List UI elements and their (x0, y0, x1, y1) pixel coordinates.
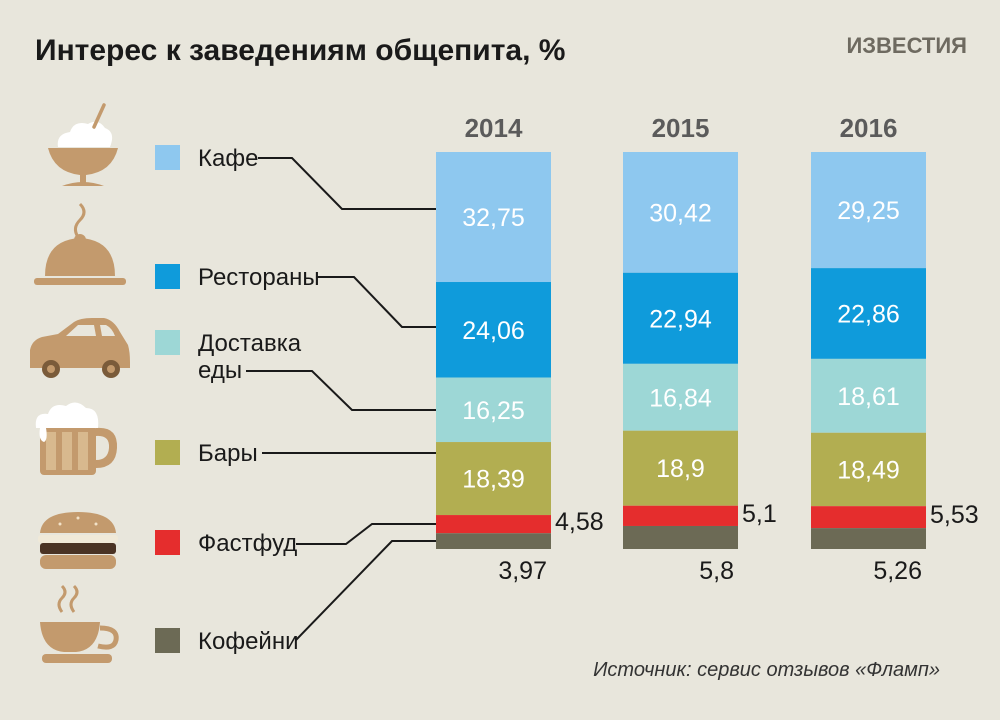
legend-label-restaurants: Рестораны (198, 264, 320, 291)
bar-segment-2016-3 (811, 432, 926, 507)
burger-icon (38, 512, 118, 569)
legend-swatch-delivery (155, 330, 180, 355)
brand-logo: ИЗВЕСТИЯ (846, 33, 967, 58)
bars-layer: 2014 32,75 24,06 16,25 18,39 4,58 3,97 2015 30,4… (436, 113, 979, 585)
legend-swatch-restaurants (155, 264, 180, 289)
bar-segment-2014-4 (436, 515, 551, 534)
cloche-icon (34, 202, 126, 285)
bar-segment-2015-2 (623, 363, 738, 431)
leader-line-restaurants (316, 276, 436, 328)
bar-segment-2014-1 (436, 282, 551, 378)
bar-segment-2014-0 (436, 152, 551, 283)
data-label-2014-1: 24,06 (462, 317, 525, 345)
data-label-2014-4: 4,58 (555, 508, 604, 536)
legend: Кафе Рестораны Доставка еды Бары Фастфуд… (155, 145, 320, 655)
legend-item-bars: Бары (155, 440, 258, 467)
bar-segment-2014-2 (436, 377, 551, 443)
chart-title: Интерес к заведениям общепита, % (35, 34, 565, 67)
beer-mug-icon (35, 402, 118, 475)
data-label-2014-3: 18,39 (462, 466, 525, 494)
bar-segment-2014-5 (436, 533, 551, 549)
legend-item-restaurants: Рестораны (155, 264, 320, 291)
data-label-2016-1: 22,86 (837, 300, 900, 328)
data-label-2016-3: 18,49 (837, 456, 900, 484)
data-label-2016-0: 29,25 (837, 197, 900, 225)
legend-swatch-coffee (155, 628, 180, 653)
legend-swatch-cafe (155, 145, 180, 170)
bar-segment-2016-0 (811, 152, 926, 269)
legend-swatch-bars (155, 440, 180, 465)
year-label-2014: 2014 (465, 113, 523, 143)
legend-swatch-fastfood (155, 530, 180, 555)
data-label-2015-1: 22,94 (649, 305, 712, 333)
legend-label-delivery-line2: еды (198, 357, 242, 384)
data-label-2015-0: 30,42 (649, 199, 712, 227)
data-label-2014-2: 16,25 (462, 397, 525, 425)
data-label-2016-4: 5,53 (930, 501, 979, 529)
coffee-cup-icon (40, 584, 119, 663)
legend-label-delivery: Доставка еды (198, 330, 308, 384)
bar-segment-2015-1 (623, 272, 738, 364)
legend-label-bars: Бары (198, 440, 258, 467)
bar-segment-2016-4 (811, 506, 926, 529)
data-label-2015-4: 5,1 (742, 500, 777, 528)
bar-segment-2016-2 (811, 358, 926, 433)
data-label-2015-3: 18,9 (656, 455, 705, 483)
legend-label-cafe: Кафе (198, 145, 258, 172)
legend-item-fastfood: Фастфуд (155, 530, 297, 557)
bar-segment-2016-1 (811, 268, 926, 359)
leader-line-cafe (258, 157, 436, 210)
legend-item-delivery: Доставка еды (155, 330, 308, 384)
legend-label-delivery-line1: Доставка (198, 330, 302, 357)
year-label-2015: 2015 (652, 113, 710, 143)
legend-label-coffee: Кофейни (198, 628, 299, 655)
data-label-2016-5: 5,26 (873, 557, 922, 585)
year-label-2016: 2016 (840, 113, 898, 143)
data-label-2015-2: 16,84 (649, 384, 712, 412)
bar-segment-2015-4 (623, 505, 738, 526)
data-label-2016-2: 18,61 (837, 383, 900, 411)
legend-item-cafe: Кафе (155, 145, 258, 172)
bar-segment-2016-5 (811, 528, 926, 549)
data-label-2014-5: 3,97 (498, 557, 547, 585)
legend-item-coffee: Кофейни (155, 628, 299, 655)
bar-segment-2015-3 (623, 430, 738, 506)
leader-line-delivery (246, 370, 436, 411)
data-label-2014-0: 32,75 (462, 204, 525, 232)
legend-label-fastfood: Фастфуд (198, 530, 297, 557)
leader-lines (246, 157, 436, 641)
car-icon (30, 318, 130, 378)
data-label-2015-5: 5,8 (699, 557, 734, 585)
bar-segment-2015-5 (623, 525, 738, 549)
bowl-icon (48, 103, 118, 186)
bar-segment-2015-0 (623, 152, 738, 273)
bar-segment-2014-3 (436, 442, 551, 516)
leader-line-coffee (295, 540, 436, 641)
leader-line-fastfood (296, 523, 436, 545)
source-note: Источник: сервис отзывов «Фламп» (593, 659, 940, 681)
